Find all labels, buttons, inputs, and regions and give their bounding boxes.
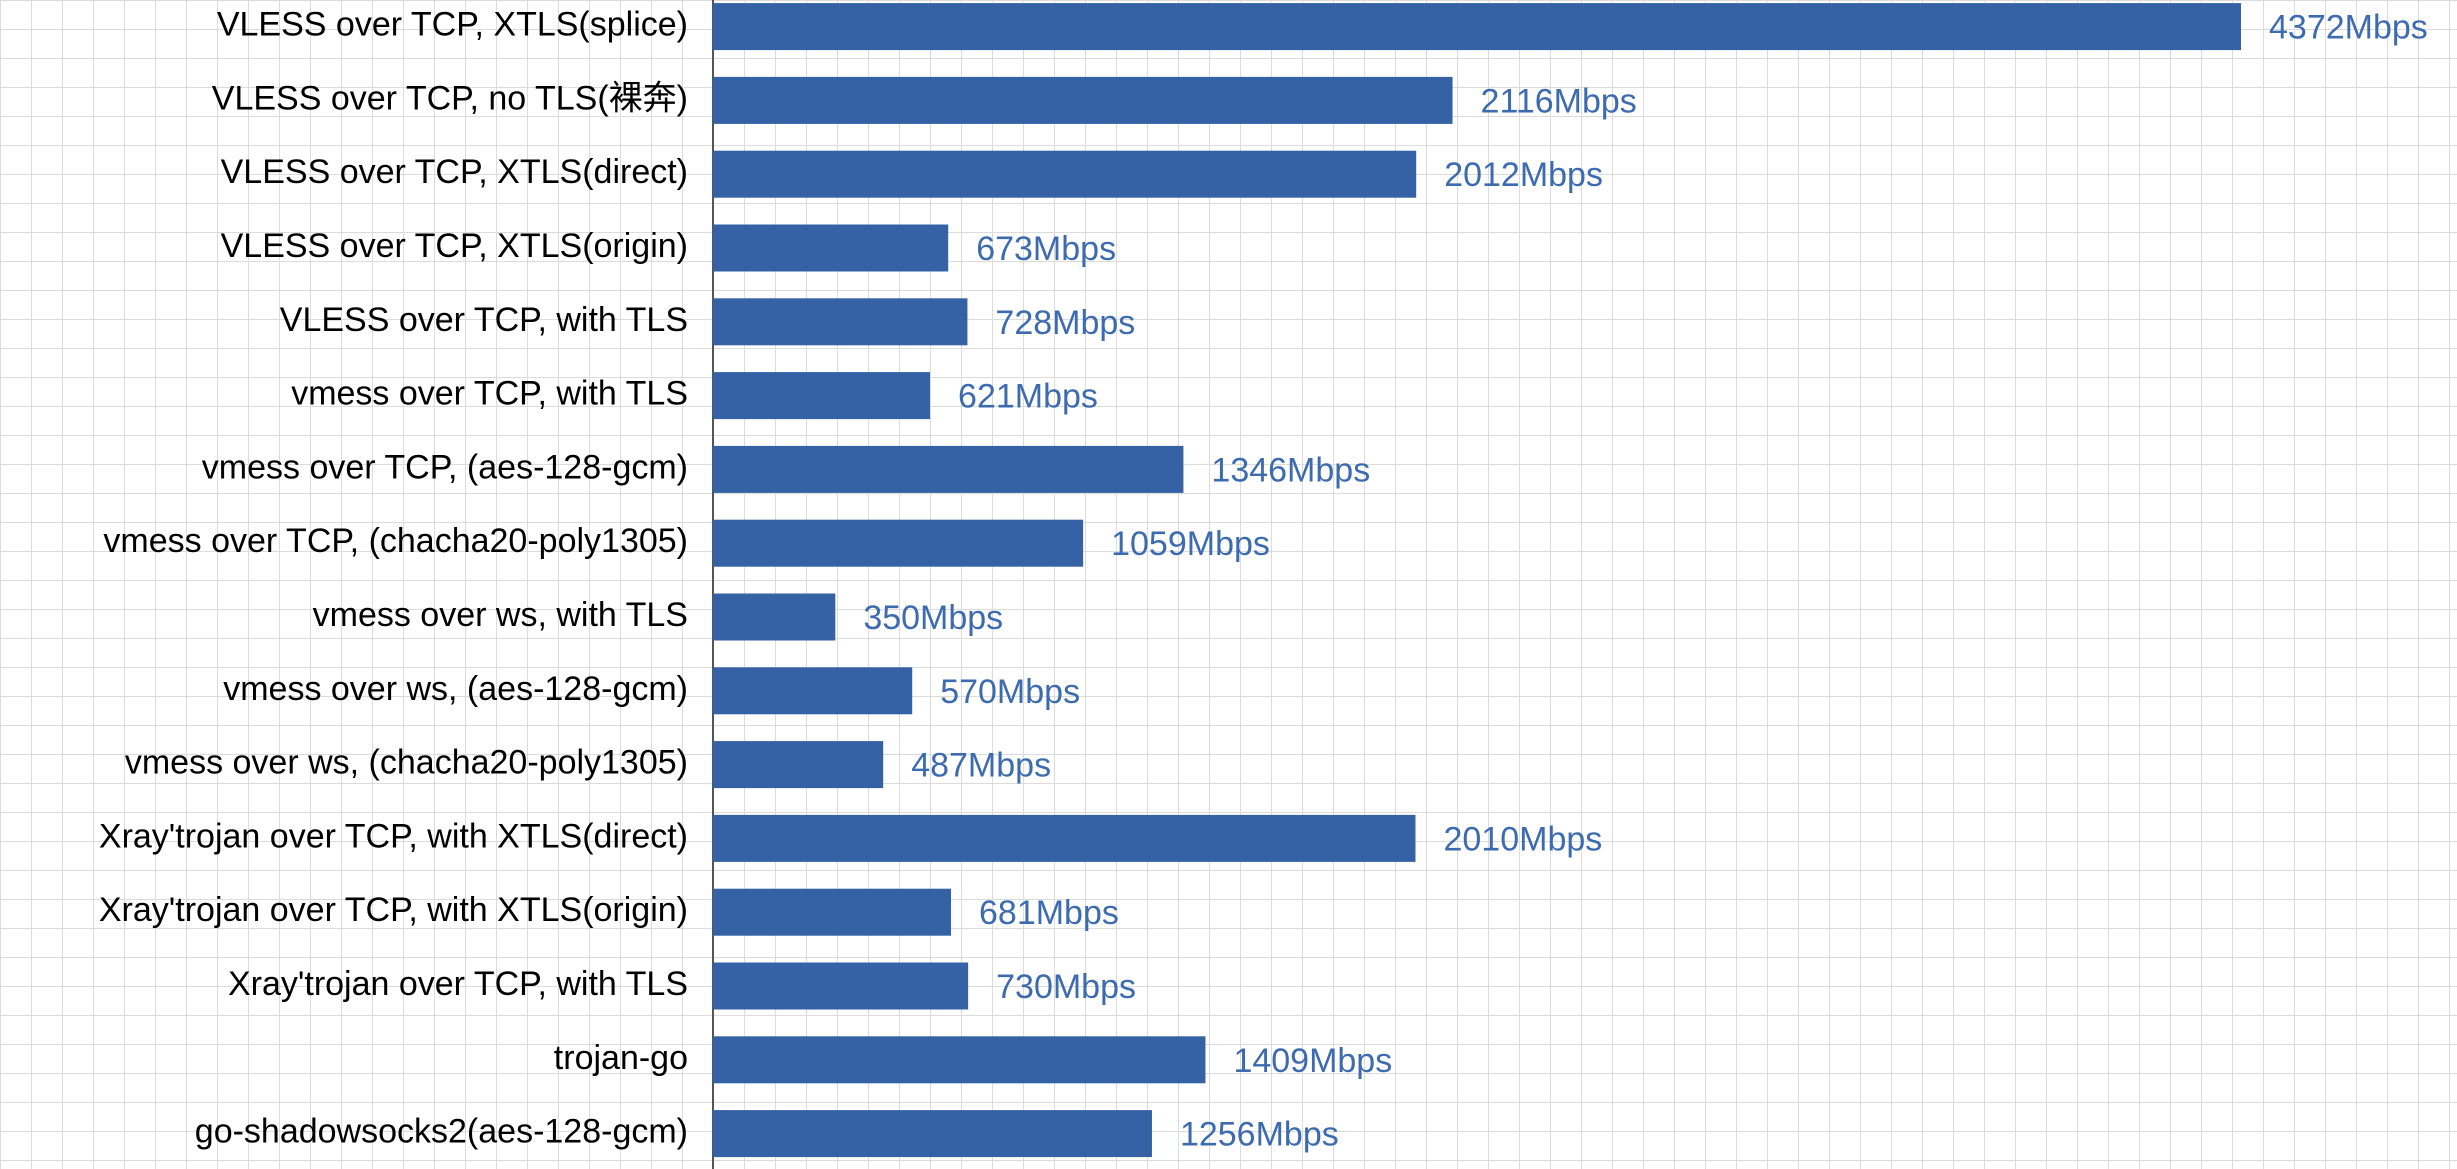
bar <box>713 372 931 420</box>
category-label: VLESS over TCP, XTLS(splice) <box>217 6 688 44</box>
bar <box>713 1036 1206 1084</box>
bar <box>713 224 949 272</box>
value-label: 728Mbps <box>995 304 1135 342</box>
bar <box>713 3 2241 51</box>
category-label: vmess over TCP, (aes-128-gcm) <box>202 448 688 486</box>
bar <box>713 150 1417 198</box>
category-label: go-shadowsocks2(aes-128-gcm) <box>195 1113 688 1151</box>
bar <box>713 519 1084 567</box>
bar <box>713 1110 1152 1158</box>
category-label: vmess over TCP, with TLS <box>291 375 688 413</box>
value-label: 1059Mbps <box>1111 525 1270 563</box>
category-label: vmess over ws, with TLS <box>313 596 688 634</box>
category-label: Xray'trojan over TCP, with XTLS(origin) <box>99 891 688 929</box>
bar <box>713 593 836 641</box>
bar <box>713 667 913 715</box>
category-label: VLESS over TCP, with TLS <box>280 301 688 339</box>
category-label: vmess over TCP, (chacha20-poly1305) <box>103 522 688 560</box>
value-label: 2116Mbps <box>1481 82 1637 120</box>
value-label: 487Mbps <box>911 747 1051 785</box>
value-label: 1346Mbps <box>1211 451 1370 489</box>
bar <box>713 814 1416 862</box>
bar <box>713 741 884 789</box>
category-label: Xray'trojan over TCP, with XTLS(direct) <box>99 817 688 855</box>
category-label: vmess over ws, (aes-128-gcm) <box>223 670 688 708</box>
value-label: 1256Mbps <box>1180 1116 1339 1154</box>
bar <box>713 298 968 346</box>
value-label: 4372Mbps <box>2269 9 2428 47</box>
value-label: 730Mbps <box>996 968 1136 1006</box>
category-label: VLESS over TCP, XTLS(origin) <box>221 227 688 265</box>
value-label: 2010Mbps <box>1443 820 1602 858</box>
value-label: 350Mbps <box>863 599 1003 637</box>
bar <box>713 888 952 936</box>
value-label: 673Mbps <box>976 230 1116 268</box>
bar <box>713 962 969 1010</box>
category-label: VLESS over TCP, no TLS(裸奔) <box>212 79 688 117</box>
category-label: VLESS over TCP, XTLS(direct) <box>221 153 688 191</box>
category-label: Xray'trojan over TCP, with TLS <box>228 965 688 1003</box>
value-label: 621Mbps <box>958 378 1098 416</box>
category-label: vmess over ws, (chacha20-poly1305) <box>125 744 688 782</box>
value-label: 2012Mbps <box>1444 156 1603 194</box>
category-label: trojan-go <box>554 1039 688 1077</box>
bar <box>713 445 1184 493</box>
value-label: 570Mbps <box>940 673 1080 711</box>
value-label: 1409Mbps <box>1233 1042 1392 1080</box>
bar <box>713 76 1453 124</box>
value-label: 681Mbps <box>979 894 1119 932</box>
